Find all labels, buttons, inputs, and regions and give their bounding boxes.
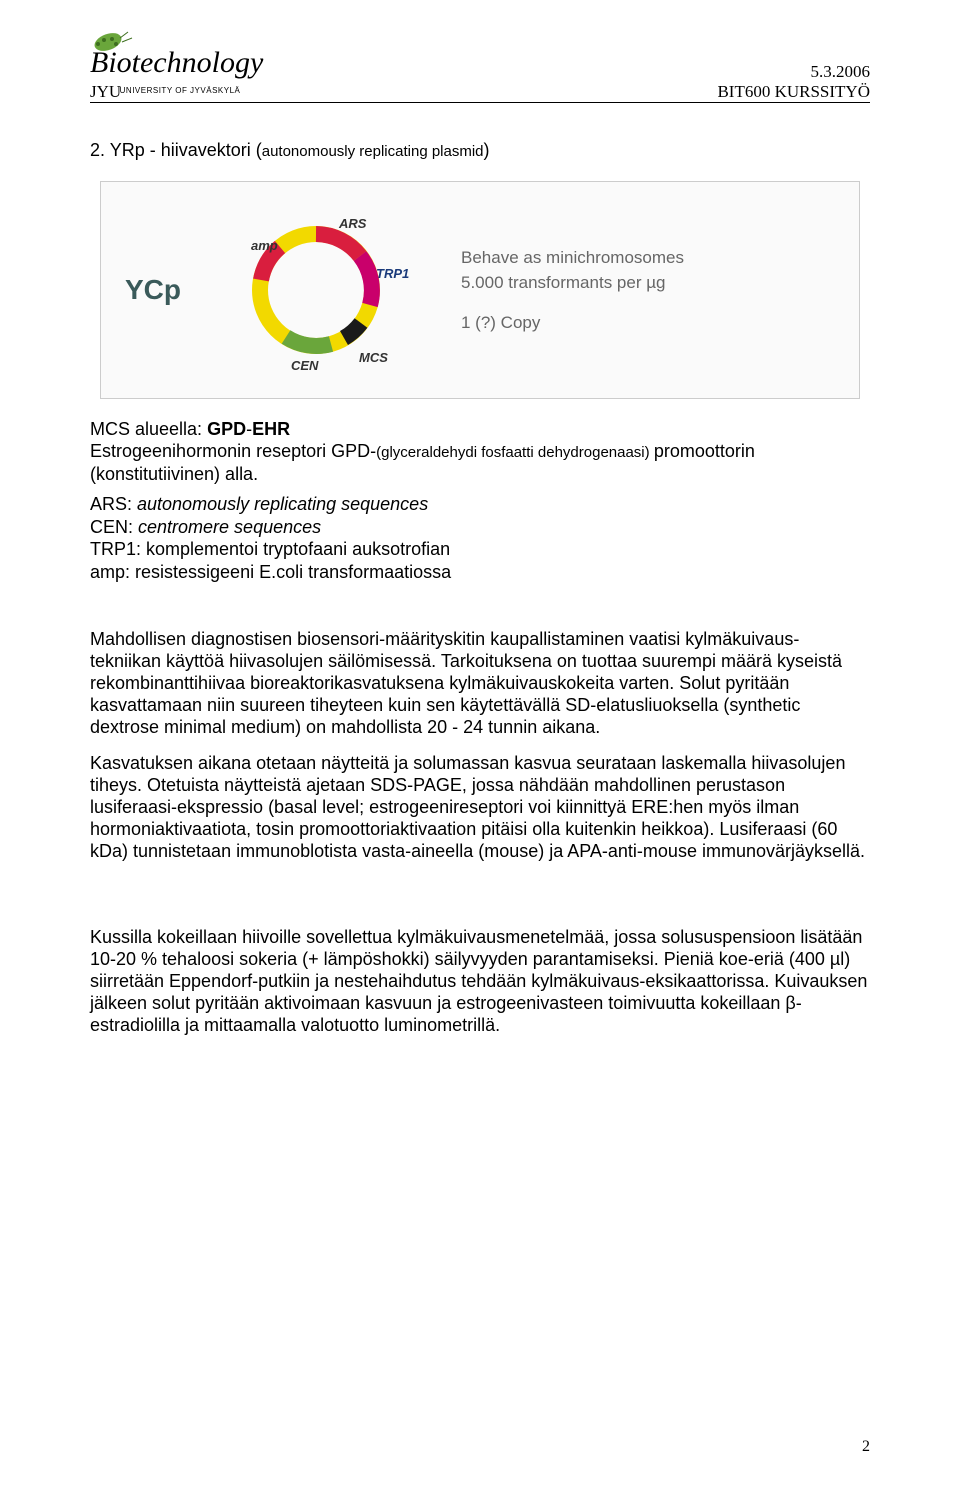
- def-cen-a: CEN:: [90, 517, 138, 537]
- header-course: BIT600 KURSSITYÖ: [717, 82, 870, 102]
- plasmid-diagram-box: YCp ARS TRP1 MCS CEN amp Behave as minic…: [100, 181, 860, 399]
- line2b: promoottorin: [654, 441, 755, 461]
- def-cen-b: centromere sequences: [138, 517, 321, 537]
- line3: (konstitutiivinen) alla.: [90, 463, 870, 486]
- line2-paren: (glyceraldehydi fosfaatti dehydrogenaasi…: [376, 444, 654, 461]
- def-ars: ARS: autonomously replicating sequences: [90, 493, 870, 516]
- definitions: ARS: autonomously replicating sequences …: [90, 493, 870, 583]
- def-trp1: TRP1: komplementoi tryptofaani auksotrof…: [90, 538, 870, 561]
- plasmid-map-icon: ARS TRP1 MCS CEN amp: [221, 200, 421, 380]
- header-rule: [90, 102, 870, 103]
- mcs-bold2: EHR: [252, 419, 290, 439]
- ycp-label: YCp: [125, 274, 181, 306]
- mcs-bold1: GPD: [207, 419, 246, 439]
- diagram-line1: Behave as minichromosomes: [461, 245, 684, 271]
- svg-text:Biotechnology: Biotechnology: [90, 46, 264, 79]
- label-mcs: MCS: [359, 350, 388, 365]
- diagram-line2: 5.000 transformants per µg: [461, 270, 684, 296]
- mcs-prefix: MCS alueella:: [90, 419, 207, 439]
- def-ars-a: ARS:: [90, 494, 137, 514]
- def-ars-b: autonomously replicating sequences: [137, 494, 428, 514]
- section-italic: autonomously replicating plasmid: [262, 143, 484, 160]
- label-trp1: TRP1: [376, 266, 409, 281]
- label-cen: CEN: [291, 358, 319, 373]
- section-heading: 2. YRp - hiivavektori (autonomously repl…: [90, 140, 870, 161]
- header-date: 5.3.2006: [811, 62, 871, 82]
- label-ars: ARS: [338, 216, 367, 231]
- diagram-description: Behave as minichromosomes 5.000 transfor…: [461, 245, 684, 336]
- section-num: 2. YRp - hiivavektori (: [90, 140, 262, 160]
- line2: Estrogeenihormonin reseptori GPD-(glycer…: [90, 440, 870, 463]
- page-header: Biotechnology UNIVERSITY OF JYVÄSKYLÄ 5.…: [90, 30, 870, 120]
- section-tail: ): [484, 140, 490, 160]
- line2a: Estrogeenihormonin reseptori GPD-: [90, 441, 376, 461]
- def-amp: amp: resistessigeeni E.coli transformaat…: [90, 561, 870, 584]
- label-amp: amp: [251, 238, 278, 253]
- diagram-line3: 1 (?) Copy: [461, 310, 684, 336]
- biotechnology-logo-icon: Biotechnology: [90, 30, 270, 85]
- header-jyu: JYU: [90, 82, 121, 102]
- mcs-line: MCS alueella: GPD-EHR: [90, 419, 870, 440]
- page-number: 2: [862, 1438, 870, 1456]
- paragraph-2: Kasvatuksen aikana otetaan näytteitä ja …: [90, 753, 870, 863]
- def-cen: CEN: centromere sequences: [90, 516, 870, 539]
- paragraph-3: Kussilla kokeillaan hiivoille sovellettu…: [90, 927, 870, 1037]
- paragraph-1: Mahdollisen diagnostisen biosensori-määr…: [90, 629, 870, 739]
